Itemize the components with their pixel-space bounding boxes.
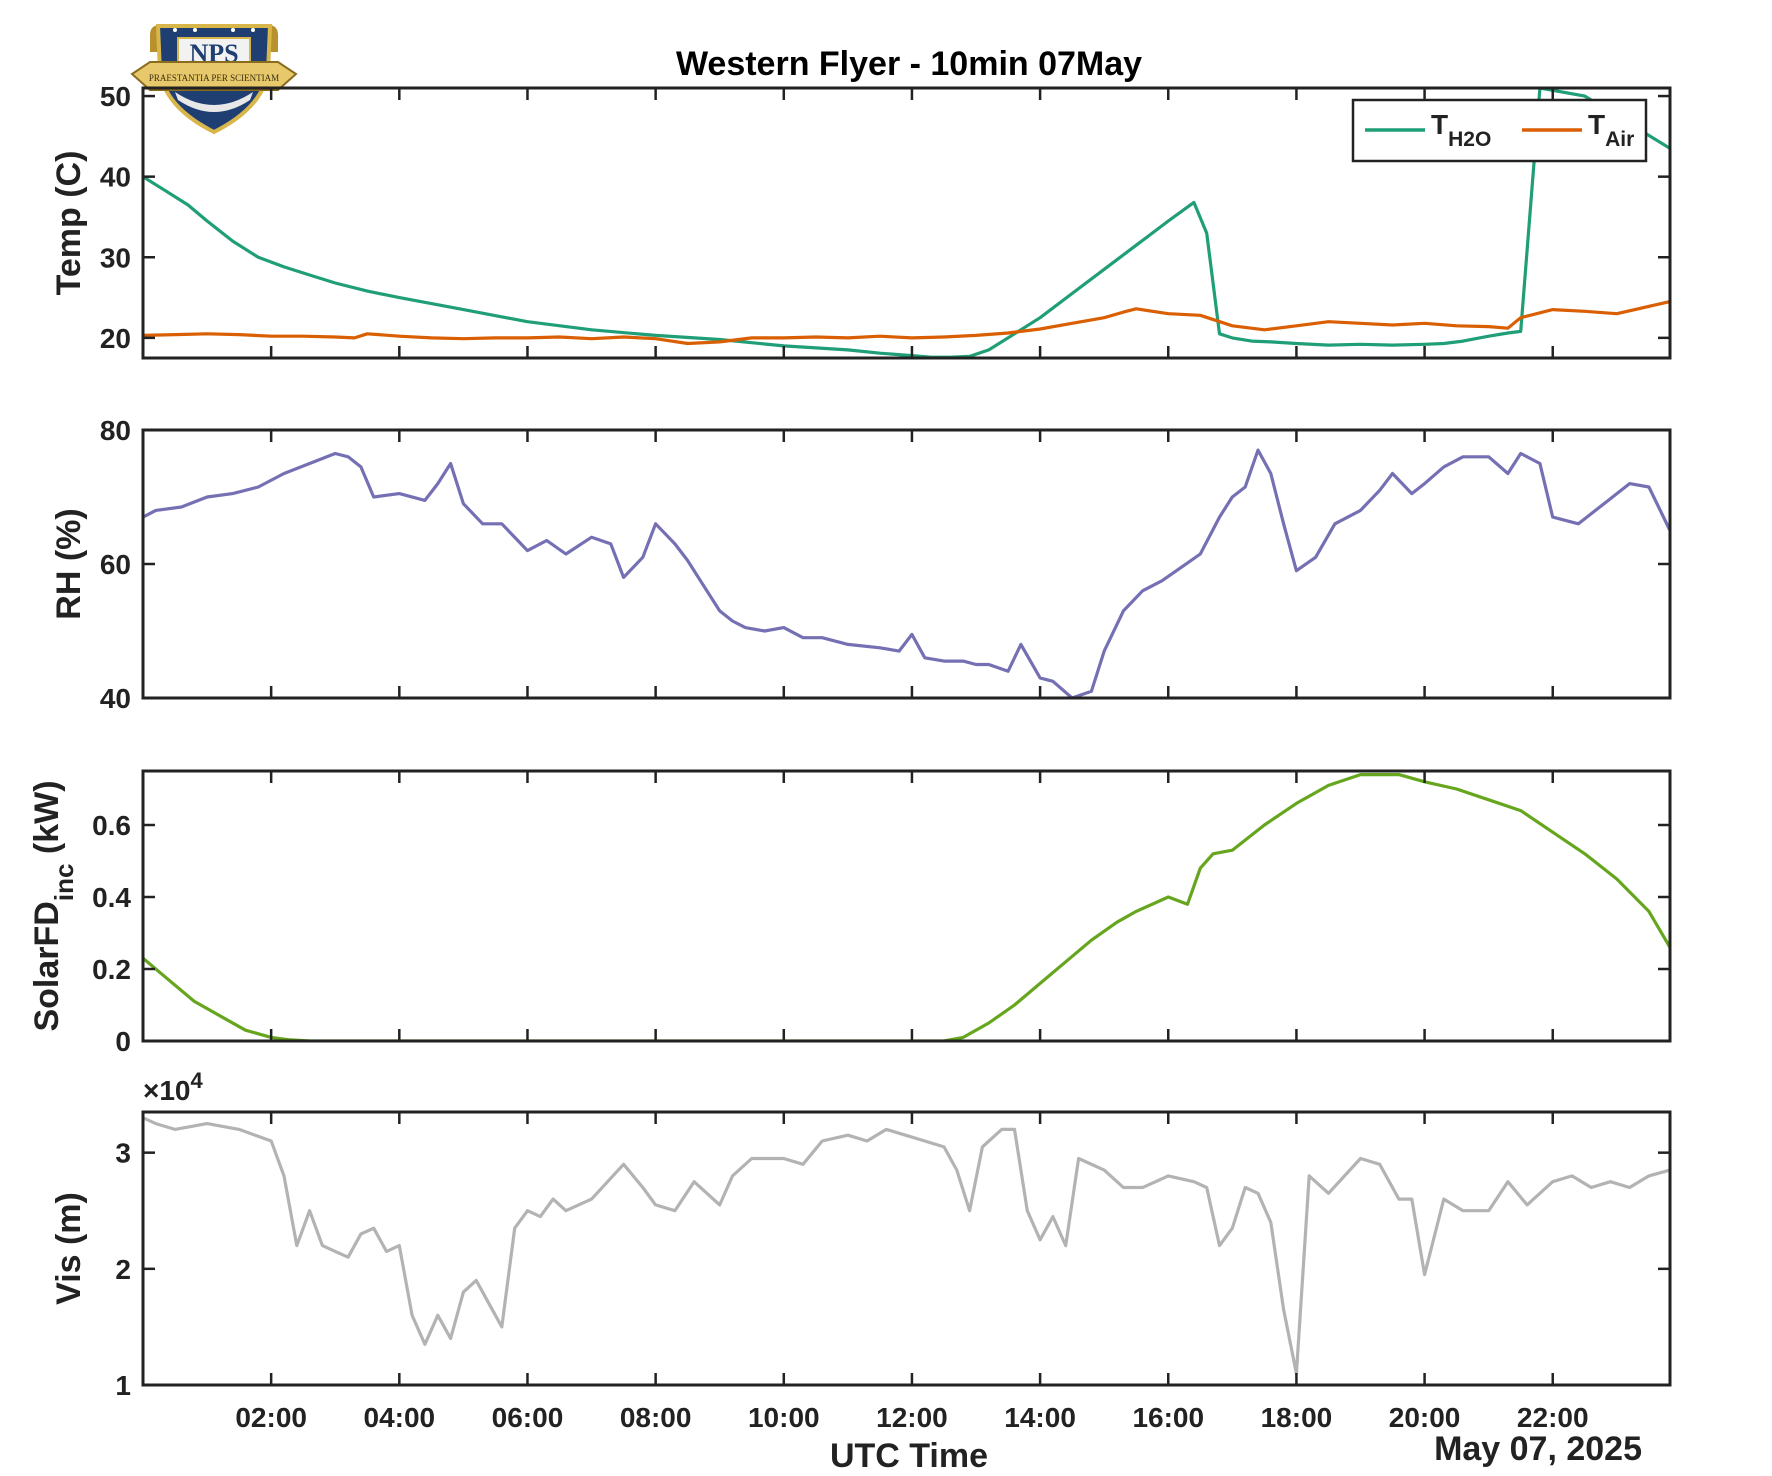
y-axis-label: Vis (m) xyxy=(50,1192,88,1305)
x-tick-label: 14:00 xyxy=(1004,1402,1076,1433)
x-axis-label: UTC Time xyxy=(830,1437,988,1475)
x-tick-label: 04:00 xyxy=(364,1402,436,1433)
y-axis-label: SolarFDinc (kW) xyxy=(28,780,79,1031)
series-line-panel4 xyxy=(143,1116,1670,1376)
y-tick-label: 30 xyxy=(100,242,131,273)
y-tick-label: 50 xyxy=(100,81,131,112)
axes-frame xyxy=(141,1110,1672,1387)
y-tick-label: 20 xyxy=(100,323,131,354)
series-line-panel2 xyxy=(143,448,1670,698)
y-tick-label: 0.4 xyxy=(92,882,131,913)
y-tick-label: 0.6 xyxy=(92,810,131,841)
x-tick-label: 10:00 xyxy=(748,1402,820,1433)
y-axis-label: RH (%) xyxy=(50,508,88,619)
panel-1: 20 30 40 50 Temp (C) TH2O TAir xyxy=(50,81,1672,360)
y-tick-label: 1 xyxy=(115,1370,131,1401)
y-tick-label: 80 xyxy=(100,415,131,446)
x-tick-label: 16:00 xyxy=(1132,1402,1204,1433)
x-tick-label: 22:00 xyxy=(1517,1402,1589,1433)
panel-3: 0 0.2 0.4 0.6 SolarFDinc (kW) xyxy=(28,769,1672,1057)
x-tick-label: 02:00 xyxy=(235,1402,307,1433)
y-tick-label: 0 xyxy=(115,1026,131,1057)
chart-title: Western Flyer - 10min 07May xyxy=(676,45,1142,83)
y-tick-label: 0.2 xyxy=(92,954,131,985)
date-label: May 07, 2025 xyxy=(1434,1430,1642,1468)
axes-frame xyxy=(141,86,1672,360)
y-axis-label: Temp (C) xyxy=(50,151,88,296)
series-line-tair xyxy=(143,300,1670,346)
legend: TH2O TAir xyxy=(1351,98,1648,163)
panel-2: 40 60 80 RH (%) xyxy=(50,415,1672,714)
axes-frame xyxy=(141,769,1672,1043)
panel-4: 1 2 3 Vis (m) ×104 02:00 04:00 06:00 08:00 10:00 1… xyxy=(50,1068,1672,1433)
x-tick-label: 18:00 xyxy=(1261,1402,1333,1433)
nps-logo: NPS PRAESTANTIA PER SCIENTIAM xyxy=(130,24,298,135)
y-exponent-label: ×104 xyxy=(143,1068,204,1107)
logo-motto: PRAESTANTIA PER SCIENTIAM xyxy=(149,73,279,83)
legend-entry: TH2O xyxy=(1431,109,1491,151)
x-tick-label: 20:00 xyxy=(1389,1402,1461,1433)
x-tick-label: 08:00 xyxy=(620,1402,692,1433)
y-tick-label: 60 xyxy=(100,549,131,580)
y-tick-label: 2 xyxy=(115,1254,131,1285)
y-tick-label: 40 xyxy=(100,683,131,714)
legend-entry: TAir xyxy=(1588,109,1634,151)
y-tick-label: 40 xyxy=(100,162,131,193)
x-tick-label: 06:00 xyxy=(492,1402,564,1433)
y-tick-label: 3 xyxy=(115,1138,131,1169)
x-tick-label: 12:00 xyxy=(876,1402,948,1433)
series-line-panel3 xyxy=(143,772,1670,1041)
